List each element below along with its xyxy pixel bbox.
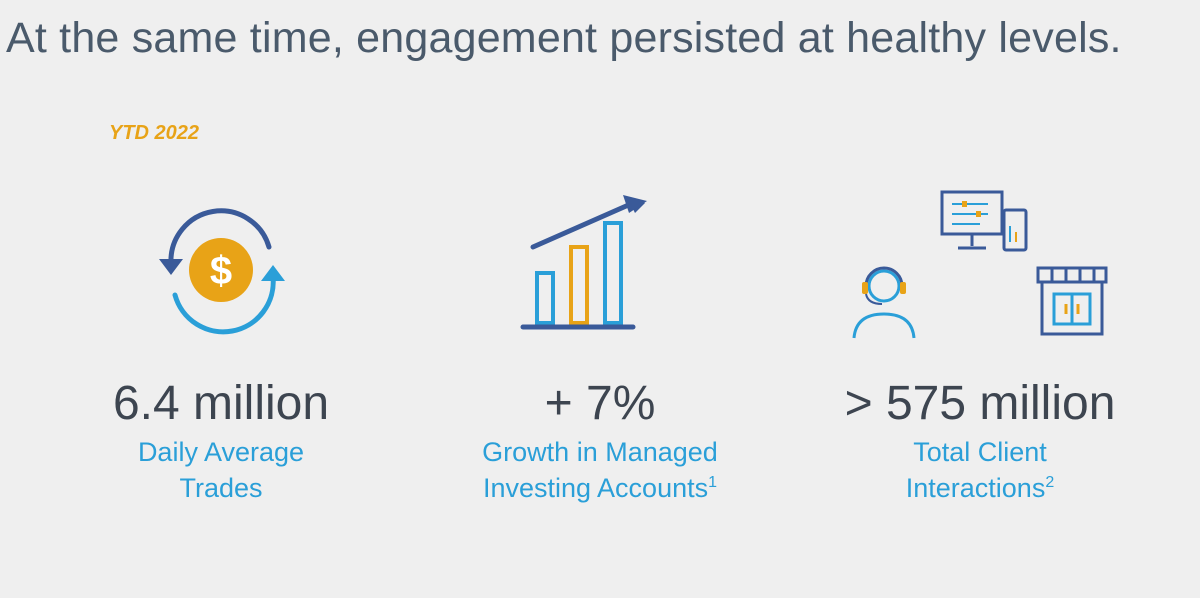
footnote-marker: 1 xyxy=(708,474,718,491)
growth-bar-chart-icon xyxy=(520,195,647,330)
stat-description: Growth in Managed Investing Accounts1 xyxy=(420,434,780,506)
stat-description: Total Client Interactions2 xyxy=(800,434,1160,506)
page-title: At the same time, engagement persisted a… xyxy=(6,14,1122,62)
period-label: YTD 2022 xyxy=(109,122,200,144)
stat-value: + 7% xyxy=(544,377,656,430)
stat-description-line2-wrap: Interactions2 xyxy=(800,470,1160,506)
svg-text:$: $ xyxy=(210,249,232,293)
client-interactions-icon xyxy=(852,190,1108,339)
footnote-marker: 2 xyxy=(1045,474,1055,491)
stat-client-interactions: > 575 million Total Client Interactions2 xyxy=(800,190,1160,506)
stat-daily-trades: $ 6.4 million Daily Average Trades xyxy=(41,190,401,506)
stat-managed-accounts-growth: + 7% Growth in Managed Investing Account… xyxy=(420,190,780,506)
stat-value: > 575 million xyxy=(844,377,1116,430)
stat-value: 6.4 million xyxy=(112,377,330,430)
stat-description-line2-wrap: Investing Accounts1 xyxy=(420,470,780,506)
dollar-cycle-icon: $ xyxy=(159,208,285,335)
stat-description-line1: Total Client xyxy=(913,437,1047,467)
stat-description-line2: Investing Accounts xyxy=(482,473,709,503)
stat-description: Daily Average Trades xyxy=(41,434,401,506)
stat-description-line2: Interactions xyxy=(905,473,1046,503)
stat-description-line2: Trades xyxy=(179,473,263,503)
stat-description-line1: Daily Average xyxy=(137,437,305,467)
stat-description-line1: Growth in Managed xyxy=(482,437,718,467)
